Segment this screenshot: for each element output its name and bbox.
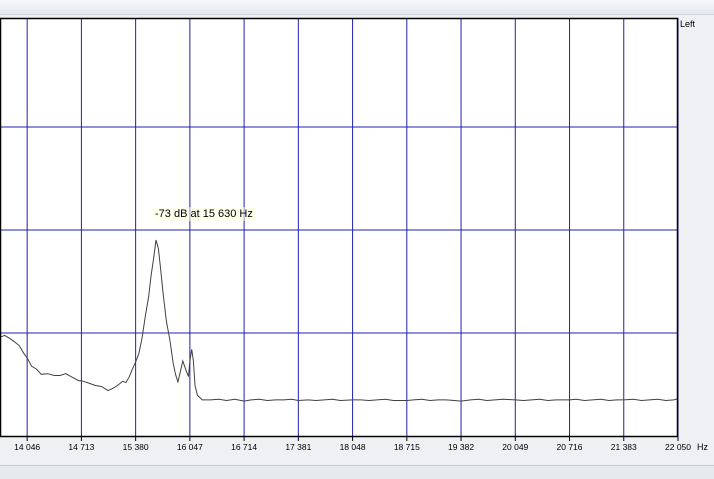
top-toolbar — [0, 0, 714, 15]
horizontal-scrollbar[interactable] — [0, 465, 714, 479]
x-tick-label: 17 381 — [285, 442, 311, 452]
peak-tooltip: -73 dB at 15 630 Hz — [152, 207, 256, 221]
x-tick-label: 19 382 — [448, 442, 474, 452]
x-tick-label: 15 380 — [123, 442, 149, 452]
x-axis-ticks: 14 046 14 713 15 380 16 047 16 714 17 381 18 0… — [14, 437, 691, 452]
x-tick-label: 16 047 — [177, 442, 203, 452]
grid-lines — [0, 18, 679, 437]
x-tick-label: 22 050 — [665, 442, 691, 452]
x-tick-label: 20 716 — [557, 442, 583, 452]
x-tick-label: 14 046 — [14, 442, 40, 452]
x-tick-label: 18 715 — [394, 442, 420, 452]
plot-border — [0, 17, 679, 438]
x-axis-unit: Hz — [697, 442, 708, 452]
spectrum-line — [0, 239, 679, 402]
x-tick-label: 14 713 — [68, 442, 94, 452]
plot-area — [0, 18, 678, 437]
channel-label: Left — [680, 19, 696, 29]
x-tick-label: 18 048 — [340, 442, 366, 452]
x-tick-label: 16 714 — [231, 442, 257, 452]
x-tick-label: 20 049 — [502, 442, 528, 452]
x-tick-label: 21 383 — [611, 442, 637, 452]
